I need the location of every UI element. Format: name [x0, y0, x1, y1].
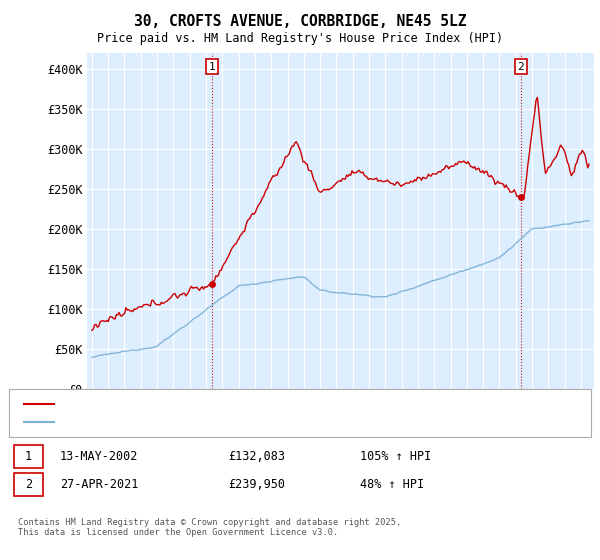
Text: Price paid vs. HM Land Registry's House Price Index (HPI): Price paid vs. HM Land Registry's House … — [97, 32, 503, 45]
Text: 48% ↑ HPI: 48% ↑ HPI — [360, 478, 424, 491]
Text: 105% ↑ HPI: 105% ↑ HPI — [360, 450, 431, 463]
Text: 2: 2 — [518, 62, 524, 72]
Text: 30, CROFTS AVENUE, CORBRIDGE, NE45 5LZ: 30, CROFTS AVENUE, CORBRIDGE, NE45 5LZ — [134, 14, 466, 29]
Text: 2: 2 — [25, 478, 32, 491]
Text: £239,950: £239,950 — [228, 478, 285, 491]
Text: 30, CROFTS AVENUE, CORBRIDGE, NE45 5LZ (semi-detached house): 30, CROFTS AVENUE, CORBRIDGE, NE45 5LZ (… — [60, 399, 435, 409]
Text: 1: 1 — [25, 450, 32, 463]
Text: 13-MAY-2002: 13-MAY-2002 — [60, 450, 139, 463]
Text: 27-APR-2021: 27-APR-2021 — [60, 478, 139, 491]
Text: Contains HM Land Registry data © Crown copyright and database right 2025.
This d: Contains HM Land Registry data © Crown c… — [18, 518, 401, 538]
Text: £132,083: £132,083 — [228, 450, 285, 463]
Text: HPI: Average price, semi-detached house, Northumberland: HPI: Average price, semi-detached house,… — [60, 417, 404, 427]
Text: 1: 1 — [209, 62, 215, 72]
